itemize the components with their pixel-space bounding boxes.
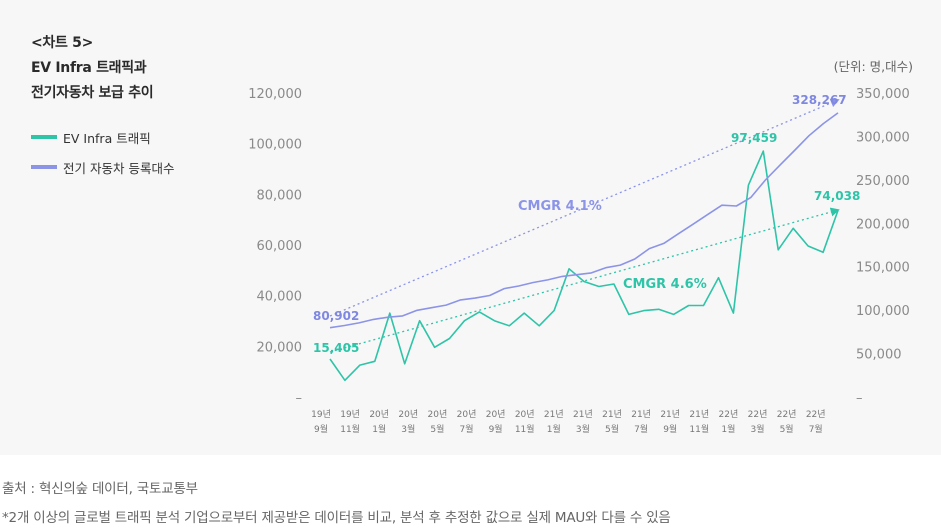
- right-tick-label: 300,000: [856, 130, 910, 145]
- annotations: 80,902 15,405 97,459 74,038 328,267 CMGR…: [313, 93, 860, 355]
- label-cagr-ev: CMGR 4.1%: [518, 199, 602, 214]
- x-tick-year: 20년: [369, 409, 389, 420]
- series-group: [329, 112, 839, 382]
- right-tick-label: 350,000: [856, 87, 910, 102]
- title-line-1: <차트 5>: [31, 35, 94, 51]
- right-tick-label: –: [856, 391, 863, 406]
- x-tick-month: 9월: [663, 423, 677, 435]
- x-tick-month: 7월: [459, 423, 473, 435]
- chart-title: <차트 5> EV Infra 트래픽과 전기자동차 보급 추이: [31, 31, 154, 106]
- legend-item-traffic: EV Infra 트래픽: [31, 122, 174, 152]
- x-tick-year: 22년: [806, 409, 826, 420]
- x-tick-year: 21년: [544, 409, 564, 420]
- x-tick-year: 21년: [631, 409, 651, 420]
- trend-lines: [329, 98, 840, 353]
- legend-swatch-ev: [31, 165, 57, 169]
- x-tick-year: 22년: [777, 409, 797, 420]
- left-tick-label: –: [296, 391, 303, 406]
- left-tick-label: 120,000: [248, 87, 302, 102]
- right-tick-label: 150,000: [856, 261, 910, 276]
- label-traffic-start: 15,405: [313, 341, 359, 355]
- right-tick-label: 250,000: [856, 174, 910, 189]
- chart-svg: 120,000100,00080,00060,00040,00020,000– …: [248, 87, 910, 435]
- x-tick-month: 3월: [576, 423, 590, 435]
- x-tick-year: 21년: [573, 409, 593, 420]
- legend-label-ev: 전기 자동차 등록대수: [63, 160, 175, 176]
- left-tick-label: 20,000: [257, 340, 303, 355]
- right-tick-label: 50,000: [856, 348, 902, 363]
- left-tick-label: 100,000: [248, 138, 302, 153]
- x-tick-year: 20년: [486, 409, 506, 420]
- x-tick-month: 5월: [780, 423, 794, 435]
- source-note: 출처 : 혁신의숲 데이터, 국토교통부: [2, 481, 198, 497]
- x-tick-year: 19년: [340, 409, 360, 420]
- label-traffic-peak: 97,459: [731, 131, 777, 145]
- x-tick-month: 5월: [430, 423, 444, 435]
- title-line-3: 전기자동차 보급 추이: [31, 85, 154, 101]
- x-tick-year: 20년: [457, 409, 477, 420]
- x-tick-year: 20년: [515, 409, 535, 420]
- x-tick-month: 1월: [721, 423, 735, 435]
- unit-label: (단위: 명,대수): [833, 59, 913, 74]
- series-line-traffic: [329, 150, 839, 382]
- x-tick-year: 22년: [748, 409, 768, 420]
- right-axis: 350,000 300,000 250,000 200,000 150,000 100,0…: [856, 87, 910, 406]
- x-tick-year: 19년: [311, 409, 331, 420]
- legend-swatch-traffic: [31, 135, 57, 139]
- x-tick-year: 21년: [660, 409, 680, 420]
- disclaimer-note: *2개 이상의 글로벌 트래픽 분석 기업으로부터 제공받은 데이터를 비교, …: [2, 510, 671, 526]
- label-ev-end: 328,267: [792, 93, 847, 107]
- left-tick-label: 40,000: [257, 290, 303, 305]
- legend-item-ev: 전기 자동차 등록대수: [31, 152, 174, 182]
- x-tick-month: 5월: [605, 423, 619, 435]
- x-tick-month: 11월: [515, 423, 535, 435]
- x-tick-month: 11월: [340, 423, 360, 435]
- legend-label-traffic: EV Infra 트래픽: [63, 130, 151, 146]
- label-traffic-end: 74,038: [814, 189, 860, 203]
- x-tick-month: 11월: [689, 423, 709, 435]
- title-line-2: EV Infra 트래픽과: [31, 60, 147, 76]
- x-tick-month: 7월: [809, 423, 823, 435]
- x-tick-month: 9월: [489, 423, 503, 435]
- label-ev-start: 80,902: [313, 309, 359, 323]
- left-tick-label: 60,000: [257, 239, 303, 254]
- x-tick-year: 21년: [689, 409, 709, 420]
- x-tick-month: 3월: [401, 423, 415, 435]
- right-tick-label: 100,000: [856, 304, 910, 319]
- left-tick-label: 80,000: [257, 188, 303, 203]
- label-cagr-traffic: CMGR 4.6%: [623, 277, 707, 292]
- x-tick-month: 3월: [750, 423, 764, 435]
- series-line-ev: [329, 112, 839, 329]
- left-axis: 120,000 100,000 80,000 60,000 40,000 20,000 –: [248, 87, 302, 406]
- x-tick-year: 21년: [602, 409, 622, 420]
- x-tick-month: 9월: [314, 423, 328, 435]
- x-tick-month: 1월: [372, 423, 386, 435]
- x-tick-month: 1월: [547, 423, 561, 435]
- x-tick-month: 7월: [634, 423, 648, 435]
- x-tick-year: 20년: [428, 409, 448, 420]
- right-tick-label: 200,000: [856, 217, 910, 232]
- x-tick-year: 20년: [398, 409, 418, 420]
- chart-panel: [0, 0, 941, 455]
- trend-line-ev: [329, 98, 840, 317]
- x-axis: 19년 9월 19년 11월 20년 1월 20년 3월 20년 5월 20년 7월 20년 9월 20년 1…: [311, 409, 825, 435]
- legend: EV Infra 트래픽 전기 자동차 등록대수: [31, 122, 174, 182]
- x-tick-year: 22년: [719, 409, 739, 420]
